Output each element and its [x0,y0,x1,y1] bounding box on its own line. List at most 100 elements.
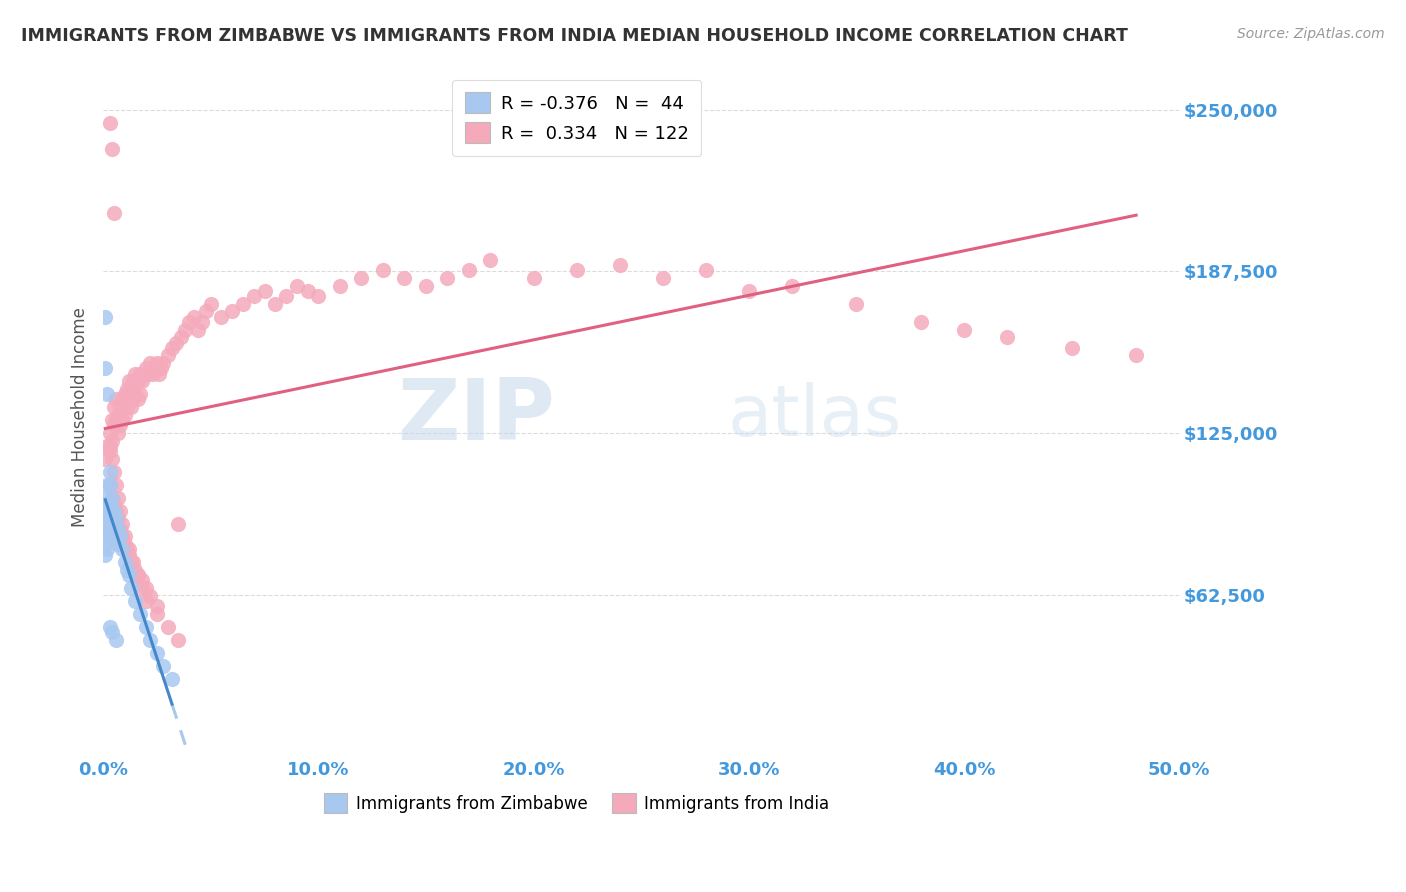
Point [609,258,631,272]
Point [107,425,129,440]
Text: atlas: atlas [727,383,901,451]
Point [221,304,243,318]
Point [124,563,146,577]
Point [135,361,157,376]
Point [128,607,150,621]
Point [115,400,138,414]
Point [124,367,146,381]
Point [103,496,125,510]
Point [122,392,145,407]
Point [131,574,153,588]
Point [100,522,122,536]
Point [114,555,136,569]
Point [105,632,128,647]
Point [105,511,128,525]
Point [160,341,183,355]
Point [103,400,125,414]
Point [118,542,141,557]
Point [297,284,319,298]
Point [94,361,117,376]
Point [107,491,129,505]
Point [103,503,125,517]
Point [232,296,254,310]
Point [371,263,394,277]
Point [738,284,761,298]
Point [111,529,134,543]
Point [195,304,218,318]
Point [253,284,276,298]
Point [124,387,146,401]
Point [103,532,125,546]
Point [242,289,264,303]
Point [127,568,149,582]
Point [135,594,157,608]
Point [165,335,187,350]
Point [107,522,129,536]
Point [845,296,868,310]
Point [1125,348,1147,362]
Point [565,263,588,277]
Point [114,529,136,543]
Point [167,632,190,647]
Point [110,503,132,517]
Legend: Immigrants from Zimbabwe, Immigrants from India: Immigrants from Zimbabwe, Immigrants fro… [314,783,839,822]
Point [479,252,502,267]
Point [910,315,932,329]
Point [107,537,129,551]
Point [127,374,149,388]
Point [110,400,132,414]
Point [415,278,437,293]
Point [118,548,141,562]
Point [107,511,129,525]
Point [285,278,308,293]
Point [150,361,173,376]
Point [105,392,128,407]
Point [98,527,121,541]
Point [522,270,544,285]
Point [128,387,150,401]
Point [94,503,117,517]
Point [118,374,141,388]
Point [100,503,122,517]
Point [94,310,117,324]
Point [651,270,673,285]
Point [120,555,142,569]
Point [187,322,209,336]
Point [96,529,118,543]
Y-axis label: Median Household Income: Median Household Income [72,307,89,527]
Point [780,278,803,293]
Point [169,330,191,344]
Point [100,142,122,156]
Point [127,392,149,407]
Point [146,646,169,660]
Point [143,361,166,376]
Point [105,503,128,517]
Point [115,542,138,557]
Point [120,400,142,414]
Point [110,522,132,536]
Point [100,625,122,640]
Point [105,413,128,427]
Point [103,465,125,479]
Point [174,322,197,336]
Point [114,408,136,422]
Point [135,620,157,634]
Point [98,477,121,491]
Point [120,581,142,595]
Point [110,418,132,433]
Point [105,527,128,541]
Point [98,477,121,491]
Point [122,555,145,569]
Point [156,348,179,362]
Point [96,516,118,531]
Point [131,374,153,388]
Point [152,356,174,370]
Point [128,367,150,381]
Point [103,206,125,220]
Point [139,589,162,603]
Point [131,581,153,595]
Point [105,477,128,491]
Point [394,270,416,285]
Point [98,444,121,458]
Point [114,537,136,551]
